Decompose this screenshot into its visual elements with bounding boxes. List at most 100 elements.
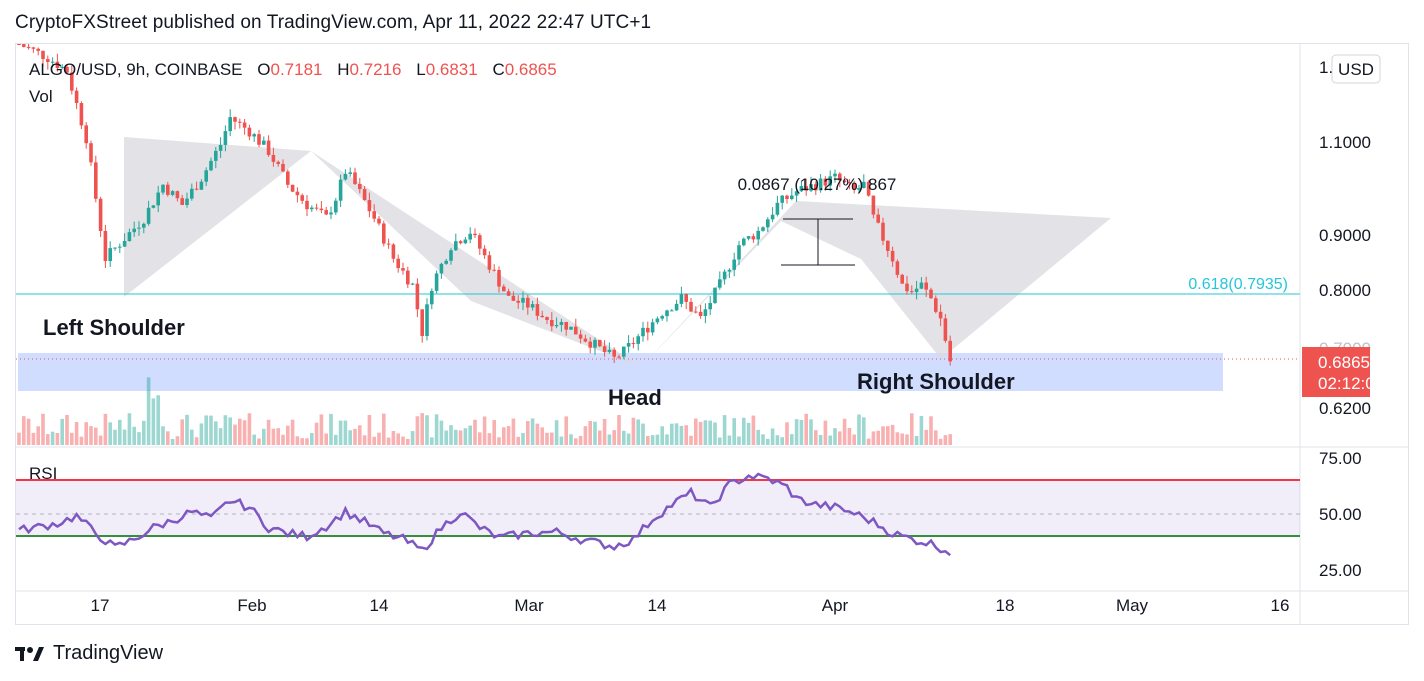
volume-bar: [449, 425, 453, 445]
volume-bar: [833, 428, 837, 445]
candle-body: [382, 223, 386, 244]
volume-bar: [310, 432, 314, 445]
rsi-legend: RSI: [29, 464, 57, 483]
volume-bar: [343, 420, 348, 445]
candle-body: [348, 172, 352, 174]
head-shoulders-pattern[interactable]: [124, 137, 1111, 367]
volume-bar: [290, 419, 295, 445]
volume-bar: [233, 424, 237, 445]
left-shoulder-label: Left Shoulder: [43, 315, 185, 340]
volume-bar: [641, 423, 645, 445]
volume-bar: [737, 436, 741, 445]
chart-frame[interactable]: 0.618(0.7935) 0.0867 (10.27%) 867 Left S…: [15, 43, 1409, 625]
candle-body: [598, 339, 602, 347]
candle-body: [919, 282, 924, 289]
rsi-line[interactable]: [18, 472, 951, 557]
price-tick: 0.8000: [1319, 281, 1371, 300]
volume-bar: [396, 433, 400, 445]
candle-body: [36, 48, 40, 51]
candle-body: [737, 245, 741, 260]
time-tick: 17: [91, 596, 110, 615]
volume-bar: [929, 416, 933, 445]
volume-bar: [228, 417, 232, 445]
volume-bar: [914, 435, 919, 445]
volume-bar: [497, 437, 501, 445]
candle-body: [185, 198, 189, 205]
candle-body: [674, 303, 679, 311]
price-axis[interactable]: 1. 1.1000 0.9000 0.8000 0.7000 0.6200 75…: [1319, 58, 1371, 580]
volume-bar: [727, 435, 732, 445]
candle-body: [574, 326, 578, 335]
volume-bar: [492, 420, 496, 445]
volume-bar: [895, 432, 900, 445]
volume-bar: [252, 434, 256, 445]
volume-bar: [852, 434, 856, 445]
candle-body: [569, 326, 573, 330]
volume-bar: [694, 418, 698, 445]
candle-body: [732, 259, 736, 270]
price-tag: 0.6865 02:12:07: [1302, 347, 1384, 397]
volume-bar: [319, 414, 324, 445]
volume-bar: [314, 422, 319, 445]
price-tag-countdown: 02:12:07: [1318, 374, 1384, 393]
candle-body: [847, 182, 852, 184]
volume-bar: [430, 437, 434, 445]
candle-body: [708, 303, 712, 310]
candle-body: [934, 298, 938, 312]
volume-bar: [482, 416, 487, 445]
candle-body: [818, 178, 823, 191]
candle-body: [799, 186, 804, 192]
candle-body: [890, 250, 895, 262]
volume-bar: [98, 435, 103, 445]
measure-tool[interactable]: [781, 218, 855, 266]
volume-bar: [132, 426, 136, 445]
volume-bar: [70, 432, 74, 445]
volume-bar: [434, 414, 439, 445]
chart-canvas[interactable]: 0.618(0.7935) 0.0867 (10.27%) 867 Left S…: [16, 44, 1408, 624]
volume-bar: [578, 435, 583, 445]
tradingview-footer[interactable]: TradingView: [15, 642, 163, 665]
volume-bar: [247, 413, 252, 445]
volume-bar: [300, 438, 304, 445]
candle-body: [276, 161, 280, 164]
volume-bar: [146, 377, 151, 445]
candle-body: [905, 283, 909, 292]
volume-bar: [626, 433, 631, 445]
volume-bar: [530, 418, 535, 445]
volume-bar: [799, 419, 804, 445]
volume-bar: [631, 417, 636, 445]
volume-bar: [46, 434, 50, 445]
volume-bar: [934, 430, 938, 445]
candle-body: [881, 222, 885, 241]
volume-bar: [511, 418, 516, 445]
volume-bar: [670, 423, 674, 445]
time-tick: 14: [370, 596, 389, 615]
publisher-header: CryptoFXStreet published on TradingView.…: [15, 12, 652, 33]
candle-body: [660, 316, 664, 319]
volume-bar: [943, 435, 948, 445]
volume-bar: [588, 420, 592, 445]
symbol-legend[interactable]: ALGO/USD, 9h, COINBASE O0.7181 H0.7216 L…: [29, 60, 557, 106]
volume-bar: [358, 425, 362, 445]
candle-body: [238, 121, 242, 123]
volume-bar: [391, 430, 396, 445]
time-axis[interactable]: 17 Feb 14 Mar 14 Apr 18 May 16: [91, 596, 1290, 615]
candle-body: [780, 195, 784, 203]
volume-bar: [766, 438, 770, 445]
candle-body: [17, 44, 21, 45]
candlestick-series[interactable]: [17, 44, 952, 366]
volume-bar: [583, 426, 588, 445]
volume-bar: [108, 422, 112, 445]
volume-bar: [156, 395, 160, 445]
volume-bar: [655, 434, 660, 445]
currency-button[interactable]: USD: [1331, 54, 1381, 84]
candle-body: [127, 232, 132, 242]
candle-body: [718, 279, 722, 288]
candle-body: [194, 188, 199, 190]
candle-body: [746, 236, 751, 239]
candle-body: [862, 181, 866, 189]
candle-body: [410, 283, 415, 285]
candle-body: [588, 341, 592, 348]
candle-body: [914, 288, 919, 293]
candle-body: [866, 181, 871, 196]
